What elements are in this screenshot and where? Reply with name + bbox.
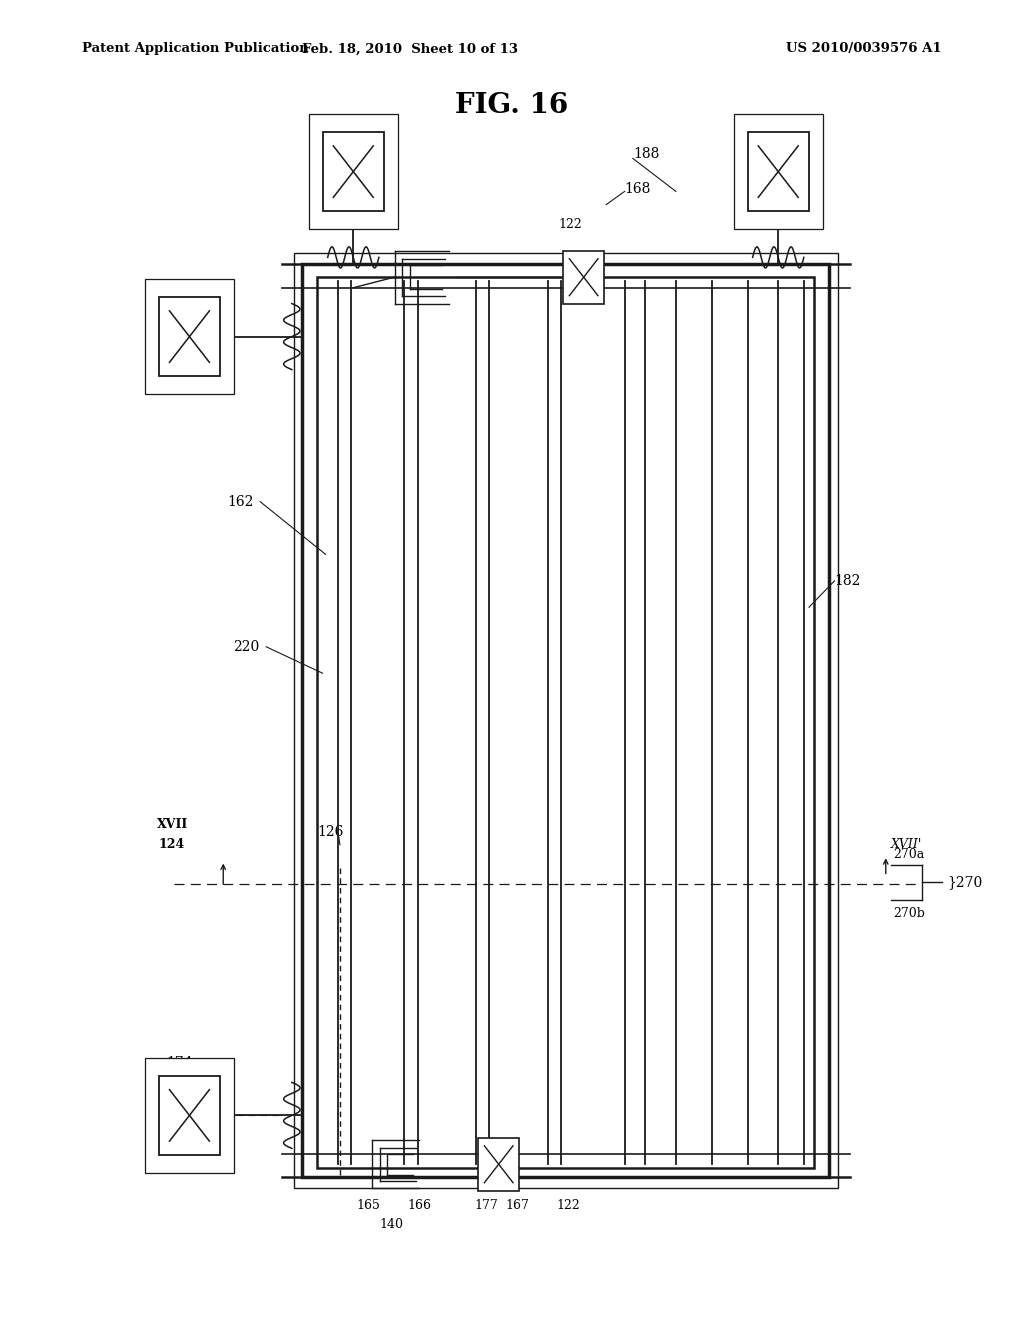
Text: XVII': XVII' xyxy=(891,838,923,851)
Bar xyxy=(294,253,838,1188)
Text: 124: 124 xyxy=(159,838,185,851)
Text: 220: 220 xyxy=(233,640,260,653)
Text: 182: 182 xyxy=(835,574,861,587)
Text: 184: 184 xyxy=(159,1155,185,1168)
Text: US 2010/0039576 A1: US 2010/0039576 A1 xyxy=(786,42,942,55)
Text: 177: 177 xyxy=(474,1199,499,1212)
Text: 174: 174 xyxy=(166,1056,193,1069)
Text: 122: 122 xyxy=(556,1199,581,1212)
Bar xyxy=(302,264,829,1177)
Bar xyxy=(145,1059,233,1172)
Text: 122: 122 xyxy=(558,218,582,231)
Text: }270: }270 xyxy=(947,875,982,890)
Text: 270b: 270b xyxy=(893,907,925,920)
Text: XVII: XVII xyxy=(157,818,188,832)
Bar xyxy=(309,115,397,230)
Text: 162: 162 xyxy=(227,495,254,508)
Bar xyxy=(323,132,384,211)
Bar xyxy=(733,115,823,230)
Text: 165: 165 xyxy=(356,1199,381,1212)
Text: 270a: 270a xyxy=(893,847,925,861)
Text: Patent Application Publication: Patent Application Publication xyxy=(82,42,308,55)
Text: 178: 178 xyxy=(794,132,820,145)
Bar xyxy=(563,251,604,304)
Text: Feb. 18, 2010  Sheet 10 of 13: Feb. 18, 2010 Sheet 10 of 13 xyxy=(302,42,517,55)
Text: 126: 126 xyxy=(317,825,344,838)
Bar xyxy=(748,132,809,211)
Text: 188: 188 xyxy=(633,148,659,161)
Text: 140: 140 xyxy=(379,1218,403,1232)
Text: FIG. 16: FIG. 16 xyxy=(456,92,568,119)
Text: 166: 166 xyxy=(408,1199,432,1212)
Bar xyxy=(145,280,233,393)
Bar xyxy=(317,277,814,1168)
Bar xyxy=(478,1138,519,1191)
Bar xyxy=(159,1076,220,1155)
Text: 168: 168 xyxy=(625,182,651,195)
Bar xyxy=(159,297,220,376)
Text: 167: 167 xyxy=(505,1199,529,1212)
